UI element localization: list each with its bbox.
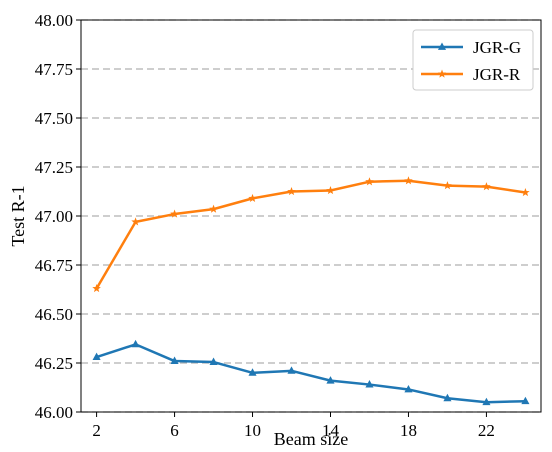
x-tick-label: 14 [322,421,340,440]
data-point-jgr-g [365,380,374,388]
data-point-jgr-g [482,397,491,406]
data-point-jgr-g [287,366,296,374]
legend: JGR-G JGR-R [412,29,534,91]
x-tick-label: 18 [400,421,417,440]
legend-label-jgr-r: JGR-R [473,65,521,84]
data-point-jgr-g [92,352,101,361]
y-axis-label: Test R-1 [8,185,28,246]
data-point-jgr-g [326,376,335,384]
x-tick-label: 6 [170,421,179,440]
x-tick-label: 22 [478,421,495,440]
x-axis-ticks: 2 6 10 14 18 22 [92,412,495,440]
y-tick-label: 46.75 [35,256,73,275]
data-point-jgr-r [287,187,296,196]
y-tick-label: 46.25 [35,354,73,373]
data-point-jgr-g [209,357,218,365]
legend-marker-jgr-g [437,42,447,50]
data-point-jgr-r [326,186,335,195]
y-tick-label: 47.75 [35,60,73,79]
y-tick-label: 48.00 [35,11,73,30]
series-line-jgr-r [95,179,526,290]
data-point-jgr-r [443,181,452,190]
data-point-jgr-r [170,209,179,218]
data-point-jgr-g [170,356,179,364]
y-tick-label: 46.00 [35,403,73,422]
data-point-jgr-r [365,177,374,186]
x-axis-label: Beam size [274,429,348,449]
data-point-jgr-g [131,339,140,348]
data-point-jgr-g [521,396,530,405]
data-point-jgr-g [248,368,257,376]
data-point-jgr-g [404,384,413,393]
y-tick-label: 47.25 [35,158,73,177]
data-point-jgr-r [131,217,140,226]
legend-label-jgr-g: JGR-G [473,38,521,57]
x-tick-label: 10 [244,421,261,440]
series-layer [92,176,530,406]
data-point-jgr-r [521,187,530,197]
x-tick-label: 2 [92,421,101,440]
series-line-jgr-g [96,343,526,404]
data-point-jgr-r [209,204,218,213]
legend-marker-jgr-r [437,69,447,78]
data-point-jgr-r [404,176,413,185]
y-tick-label: 46.50 [35,305,73,324]
data-point-jgr-r [482,182,491,191]
y-axis-ticks: 46.00 46.25 46.50 46.75 47.00 47.25 47.50 47.75… [35,11,81,422]
data-point-jgr-r [92,284,101,293]
data-point-jgr-g [443,393,452,402]
data-point-jgr-r [248,193,257,202]
y-tick-label: 47.00 [35,207,73,226]
y-tick-label: 47.50 [35,109,73,128]
